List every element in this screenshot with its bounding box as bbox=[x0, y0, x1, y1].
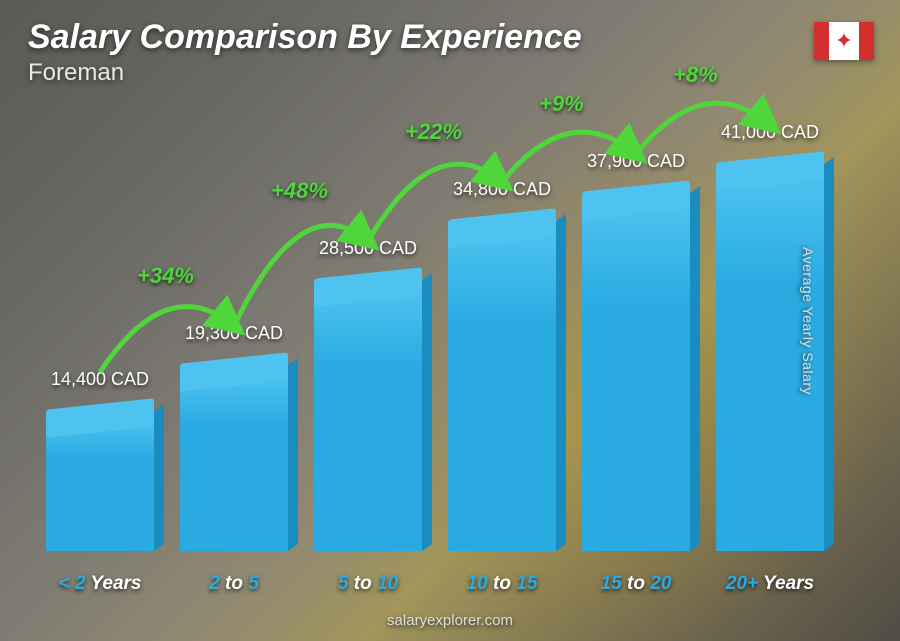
y-axis-label: Average Yearly Salary bbox=[800, 247, 816, 395]
bar-slot: 19,300 CAD bbox=[174, 323, 294, 551]
increase-pct-label: +9% bbox=[539, 91, 584, 117]
value-label: 41,000 CAD bbox=[721, 122, 819, 143]
bar bbox=[46, 418, 154, 551]
increase-pct-label: +22% bbox=[405, 119, 462, 145]
flag-band-right bbox=[859, 22, 874, 60]
bar-top-face bbox=[46, 398, 154, 437]
category-labels: < 2 Years 2 to 5 5 to 10 10 to 15 15 to 20 20… bbox=[40, 573, 830, 595]
maple-leaf-icon: ✦ bbox=[835, 30, 853, 52]
value-label: 28,500 CAD bbox=[319, 238, 417, 259]
value-label: 14,400 CAD bbox=[51, 369, 149, 390]
bar-side-face bbox=[154, 404, 164, 551]
bar-top-face bbox=[314, 267, 422, 306]
category-label: 5 to 10 bbox=[308, 573, 428, 595]
chart-title: Salary Comparison By Experience bbox=[28, 18, 582, 57]
chart-subtitle: Foreman bbox=[28, 59, 582, 87]
bar-top-face bbox=[180, 352, 288, 391]
country-flag-icon: ✦ bbox=[814, 22, 874, 60]
bar-top-face bbox=[582, 180, 690, 219]
category-label: 10 to 15 bbox=[442, 573, 562, 595]
category-label: < 2 Years bbox=[40, 573, 160, 595]
bars-container: 14,400 CAD 19,300 CAD 28,500 CAD 34,800 CAD… bbox=[40, 121, 830, 551]
bar bbox=[448, 228, 556, 551]
increase-pct-label: +34% bbox=[137, 263, 194, 289]
title-block: Salary Comparison By Experience Foreman bbox=[28, 18, 582, 87]
bar-slot: 28,500 CAD bbox=[308, 238, 428, 551]
chart-canvas: Salary Comparison By Experience Foreman … bbox=[0, 0, 900, 641]
bar-side-face bbox=[824, 157, 834, 551]
bar-slot: 34,800 CAD bbox=[442, 179, 562, 551]
bar-side-face bbox=[422, 273, 432, 551]
bar-side-face bbox=[556, 214, 566, 551]
bar-top-face bbox=[448, 208, 556, 247]
increase-pct-label: +8% bbox=[673, 62, 718, 88]
value-label: 37,900 CAD bbox=[587, 151, 685, 172]
bar bbox=[180, 372, 288, 551]
bar-chart: 14,400 CAD 19,300 CAD 28,500 CAD 34,800 CAD… bbox=[40, 121, 830, 551]
bar bbox=[314, 287, 422, 551]
category-label: 2 to 5 bbox=[174, 573, 294, 595]
value-label: 34,800 CAD bbox=[453, 179, 551, 200]
bar-slot: 14,400 CAD bbox=[40, 369, 160, 551]
flag-band-center: ✦ bbox=[829, 22, 859, 60]
bar-slot: 37,900 CAD bbox=[576, 151, 696, 551]
bar-side-face bbox=[288, 358, 298, 551]
category-label: 20+ Years bbox=[710, 573, 830, 595]
footer-attribution: salaryexplorer.com bbox=[0, 612, 900, 629]
bar-side-face bbox=[690, 186, 700, 551]
category-label: 15 to 20 bbox=[576, 573, 696, 595]
increase-pct-label: +48% bbox=[271, 178, 328, 204]
bar-top-face bbox=[716, 151, 824, 190]
value-label: 19,300 CAD bbox=[185, 323, 283, 344]
bar bbox=[582, 200, 690, 551]
flag-band-left bbox=[814, 22, 829, 60]
